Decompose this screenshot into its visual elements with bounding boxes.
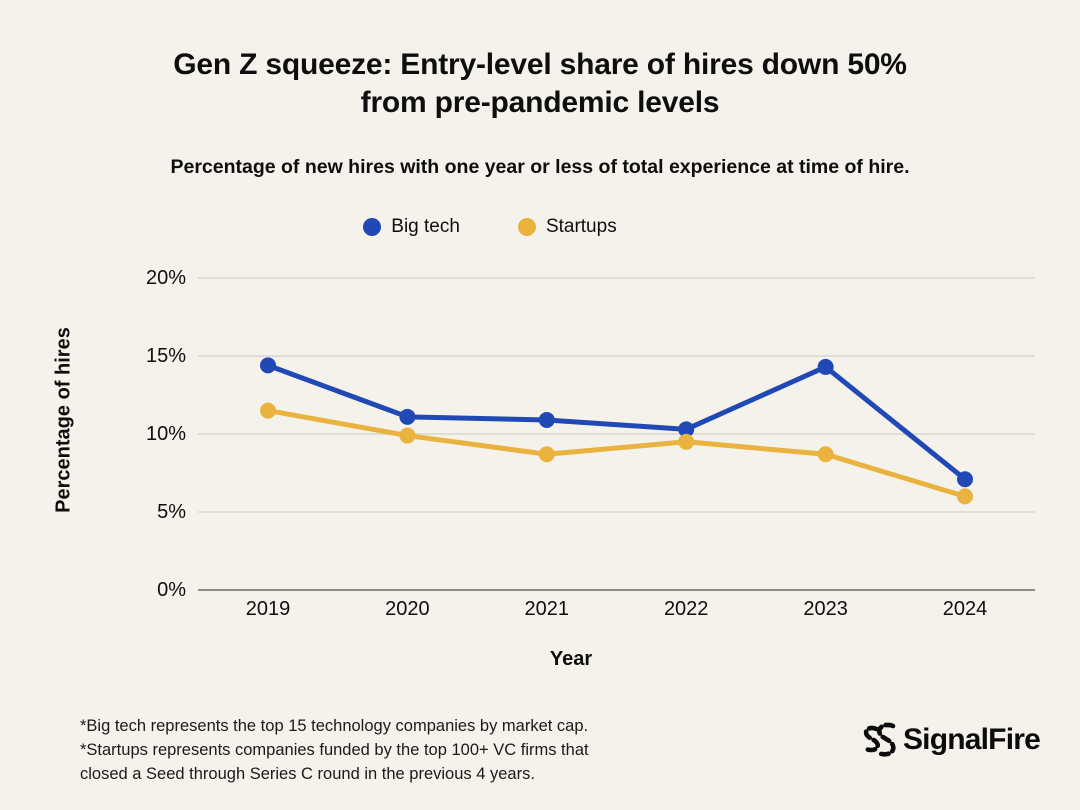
y-tick-label-20pct: 20% bbox=[145, 267, 186, 289]
footnote-line: *Startups represents companies funded by… bbox=[80, 741, 589, 759]
x-tick-label-2024: 2024 bbox=[942, 598, 988, 620]
big-tech-point-2022[interactable] bbox=[678, 421, 695, 438]
y-tick-label-5pct: 5% bbox=[157, 501, 186, 523]
legend-dot-startups bbox=[517, 218, 536, 236]
big-tech-point-2019[interactable] bbox=[260, 357, 276, 374]
y-axis-title: Percentage of hires bbox=[52, 327, 75, 513]
x-axis-title: Year bbox=[549, 648, 593, 670]
x-tick-label-2021: 2021 bbox=[524, 598, 570, 620]
startups-line bbox=[265, 408, 968, 499]
footnote: *Big tech represents the top 15 technolo… bbox=[80, 714, 589, 786]
x-tick-label-2019: 2019 bbox=[245, 598, 291, 620]
legend: Big tech Startups bbox=[0, 216, 980, 238]
big-tech-point-2024[interactable] bbox=[957, 471, 973, 488]
startups-point-2021[interactable] bbox=[538, 446, 555, 463]
big-tech-line bbox=[265, 362, 968, 482]
startups-point-2023[interactable] bbox=[817, 446, 834, 463]
legend-item-big-tech[interactable]: Big tech bbox=[363, 216, 460, 238]
chart-subtitle: Percentage of new hires with one year or… bbox=[170, 156, 910, 178]
startups-point-2019[interactable] bbox=[260, 402, 276, 419]
footnote-line: *Big tech represents the top 15 technolo… bbox=[80, 717, 589, 735]
y-tick-label-10pct: 10% bbox=[145, 423, 186, 445]
footnote-line: closed a Seed through Series C round in … bbox=[80, 765, 535, 783]
x-tick-label-2023: 2023 bbox=[803, 598, 848, 620]
big-tech-point-2021[interactable] bbox=[538, 411, 555, 428]
startups-point-2022[interactable] bbox=[678, 433, 695, 450]
chart-title-line1: Gen Z squeeze: Entry-level share of hire… bbox=[173, 48, 907, 81]
signalfire-mark-icon bbox=[863, 722, 896, 757]
legend-item-startups[interactable]: Startups bbox=[517, 216, 617, 238]
y-tick-label-0pct: 0% bbox=[157, 579, 186, 601]
chart-title: Gen Z squeeze: Entry-level share of hire… bbox=[0, 46, 1080, 122]
startups-point-2020[interactable] bbox=[399, 427, 416, 444]
big-tech-point-2023[interactable] bbox=[817, 358, 834, 375]
legend-dot-big-tech bbox=[363, 218, 382, 236]
y-tick-label-15pct: 15% bbox=[145, 345, 186, 367]
signalfire-logo: SignalFire bbox=[862, 720, 1041, 760]
big-tech-point-2020[interactable] bbox=[399, 408, 416, 425]
legend-label-startups: Startups bbox=[545, 216, 617, 237]
chart-title-line2: from pre-pandemic levels bbox=[360, 86, 720, 119]
x-tick-label-2022: 2022 bbox=[663, 598, 709, 620]
legend-label-big-tech: Big tech bbox=[391, 216, 460, 237]
startups-point-2024[interactable] bbox=[957, 488, 973, 505]
signalfire-logo-text: SignalFire bbox=[902, 723, 1041, 756]
x-tick-label-2020: 2020 bbox=[385, 598, 430, 620]
